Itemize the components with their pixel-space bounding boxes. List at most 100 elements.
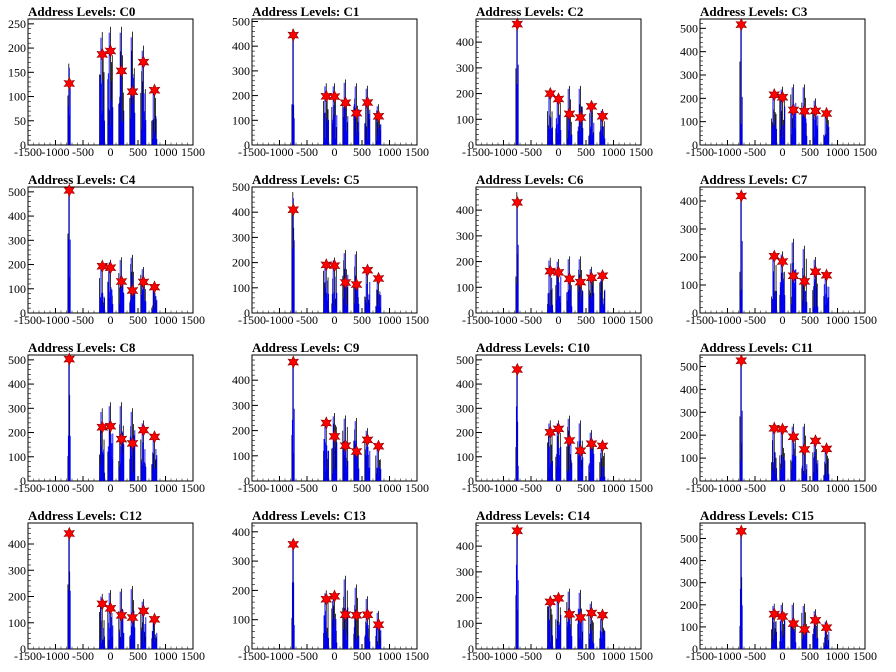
x-tick-label: 1000: [826, 313, 850, 327]
x-tick-label: -1000: [42, 313, 70, 327]
peak-cluster: [768, 88, 781, 145]
peak-marker: [596, 439, 609, 453]
x-tick-label: -1500: [462, 481, 490, 495]
x-tick-label: 0: [556, 145, 562, 159]
panel-title: Address Levels: C14: [476, 508, 590, 523]
y-tick-label: 100: [680, 115, 698, 129]
x-tick-label: 1000: [826, 481, 850, 495]
peak-marker: [787, 103, 800, 117]
peak-cluster: [776, 422, 789, 481]
panel-title: Address Levels: C10: [476, 340, 590, 355]
y-tick-label: 200: [680, 91, 698, 105]
peak-marker: [63, 76, 76, 91]
x-tick-label: -500: [744, 649, 766, 663]
x-tick-label: 0: [556, 481, 562, 495]
peak-cluster: [148, 83, 161, 145]
peak-cluster: [104, 259, 117, 313]
peak-marker: [148, 83, 161, 97]
x-tick-label: -1500: [238, 649, 266, 663]
peak-marker: [137, 55, 150, 69]
y-tick-label: 150: [8, 65, 26, 79]
y-tick-label: 200: [680, 598, 698, 612]
x-tick-label: 0: [780, 481, 786, 495]
peak-marker: [372, 617, 385, 632]
x-tick-label: 500: [577, 313, 595, 327]
x-tick-label: 500: [129, 649, 147, 663]
x-tick-label: 500: [353, 481, 371, 495]
peak-cluster: [350, 83, 363, 145]
x-tick-label: 500: [353, 649, 371, 663]
y-tick-label: 0: [20, 306, 26, 320]
x-tick-label: -500: [520, 313, 542, 327]
y-tick-label: 100: [232, 281, 250, 295]
peak-cluster: [552, 591, 565, 649]
panel-title: Address Levels: C12: [28, 508, 142, 523]
peak-cluster: [787, 84, 800, 145]
x-tick-label: 1500: [853, 481, 877, 495]
peak-cluster: [287, 355, 300, 481]
x-tick-label: -500: [520, 649, 542, 663]
x-tick-label: 1500: [405, 649, 429, 663]
peak-marker: [552, 265, 565, 280]
y-tick-label: 500: [8, 353, 26, 367]
panel-c10: Address Levels: C10 0 100 200 300 400 500 -1500…: [456, 340, 653, 495]
x-tick-label: -1000: [714, 145, 742, 159]
peak-marker: [563, 107, 576, 121]
peak-marker: [820, 106, 833, 121]
y-tick-label: 400: [232, 205, 250, 219]
x-tick-label: 1500: [629, 145, 653, 159]
x-tick-label: -1000: [266, 145, 294, 159]
peak-cluster: [104, 26, 117, 145]
x-tick-label: -1500: [686, 649, 714, 663]
x-tick-label: 1000: [154, 649, 178, 663]
y-tick-label: 200: [8, 41, 26, 55]
x-tick-label: -1000: [714, 313, 742, 327]
y-tick-label: 400: [680, 45, 698, 59]
y-tick-label: 300: [680, 222, 698, 236]
y-tick-label: 500: [8, 185, 26, 199]
x-tick-label: 0: [332, 313, 338, 327]
peak-marker: [372, 271, 385, 286]
peak-cluster: [798, 84, 811, 145]
peak-marker: [96, 47, 109, 62]
peak-cluster: [776, 86, 789, 145]
x-tick-label: 1500: [629, 313, 653, 327]
panel-c4: Address Levels: C40100200300400500-1500-…: [8, 172, 205, 327]
peak-marker: [776, 609, 789, 624]
x-tick-label: -1000: [490, 649, 518, 663]
peak-cluster: [126, 254, 139, 313]
peak-marker: [544, 425, 557, 440]
panel-c11: Address Levels: C11 0 100 200 300 400 500 -1500…: [680, 340, 877, 495]
peak-marker: [768, 249, 781, 263]
peak-cluster: [809, 609, 822, 649]
peak-cluster: [339, 250, 352, 313]
peak-marker: [361, 607, 374, 622]
panel-title: Address Levels: C4: [28, 172, 136, 187]
peak-marker: [104, 419, 117, 433]
x-tick-label: 500: [577, 481, 595, 495]
panel-c3: Address Levels: C30100200300400500-1500-…: [680, 4, 877, 159]
peak-marker: [350, 277, 363, 292]
y-tick-label: 100: [232, 113, 250, 127]
peak-marker: [115, 608, 128, 623]
peak-marker: [768, 421, 781, 436]
y-tick-label: 500: [456, 353, 474, 367]
x-tick-label: 1500: [853, 313, 877, 327]
x-tick-label: 1500: [853, 649, 877, 663]
peak-marker: [563, 272, 576, 286]
y-tick-label: 100: [232, 613, 250, 627]
x-tick-label: -500: [72, 649, 94, 663]
x-tick-label: -1000: [490, 313, 518, 327]
x-tick-label: -1000: [266, 313, 294, 327]
y-tick-label: 100: [8, 616, 26, 630]
y-tick-label: 200: [680, 250, 698, 264]
peak-marker: [137, 275, 150, 289]
x-tick-label: 1500: [181, 313, 205, 327]
y-tick-label: 100: [456, 616, 474, 630]
x-tick-label: -500: [72, 481, 94, 495]
x-tick-label: 1500: [181, 145, 205, 159]
x-tick-label: -1000: [714, 481, 742, 495]
peak-marker: [126, 610, 139, 625]
x-tick-label: 0: [332, 649, 338, 663]
x-tick-label: -500: [744, 145, 766, 159]
